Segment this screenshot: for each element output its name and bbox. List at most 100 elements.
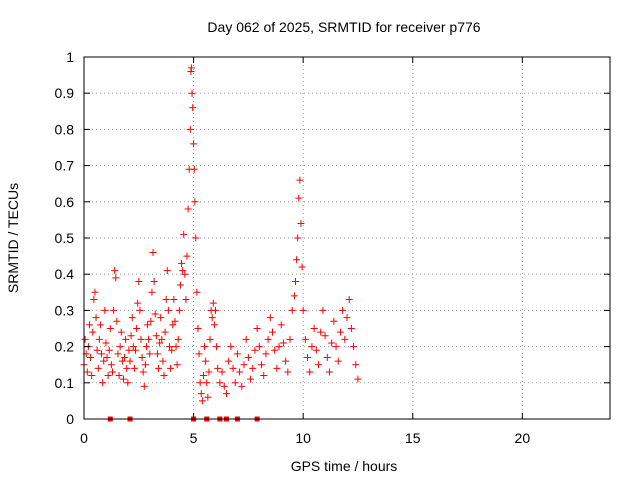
data-point (169, 321, 177, 329)
data-point (168, 346, 176, 354)
data-point (295, 194, 303, 202)
data-point (127, 332, 135, 340)
data-point (133, 325, 141, 332)
y-axis-label: SRMTID / TECUs (5, 183, 21, 293)
data-point (151, 310, 159, 318)
data-points (80, 64, 362, 422)
data-point (95, 335, 103, 343)
data-point (159, 357, 167, 365)
data-point (222, 390, 230, 398)
data-point (101, 306, 109, 314)
data-point (220, 382, 228, 390)
data-point (122, 335, 130, 343)
data-point (350, 343, 358, 351)
data-point (105, 346, 113, 354)
data-point (282, 357, 290, 365)
data-point (334, 357, 342, 365)
data-point (238, 382, 246, 390)
data-point (98, 350, 106, 358)
data-point (170, 296, 178, 304)
data-point (299, 306, 307, 314)
data-point (209, 299, 217, 307)
data-point (153, 350, 161, 358)
data-point (124, 379, 132, 387)
data-point (83, 368, 91, 376)
data-point (132, 346, 140, 354)
data-point (104, 372, 112, 380)
data-point (171, 317, 179, 325)
data-point (163, 267, 171, 275)
data-point (317, 328, 325, 336)
data-point (111, 267, 119, 275)
data-point (90, 296, 98, 304)
data-point (210, 321, 218, 329)
data-point (229, 364, 237, 372)
data-point (204, 393, 212, 401)
data-point (96, 321, 104, 329)
data-point (113, 317, 121, 325)
data-point (172, 343, 180, 351)
y-tick-label: 0.2 (55, 339, 75, 355)
data-point (147, 317, 155, 325)
data-point (294, 234, 302, 242)
data-point (195, 350, 203, 358)
data-point (301, 335, 309, 343)
data-point (291, 277, 299, 285)
data-point (129, 343, 137, 351)
data-point (205, 368, 213, 376)
y-tick-label: 0.3 (55, 302, 75, 318)
data-point (183, 252, 191, 260)
data-point (192, 234, 200, 242)
data-point (249, 364, 257, 372)
data-point (114, 350, 122, 358)
data-point (144, 321, 152, 329)
data-point (347, 325, 355, 332)
data-point (202, 357, 210, 365)
data-point (312, 346, 320, 354)
x-tick-label: 10 (295, 430, 311, 446)
data-point (139, 368, 147, 376)
data-point (266, 314, 274, 322)
data-point (343, 314, 351, 322)
data-point (125, 346, 133, 354)
data-point (103, 353, 111, 361)
data-point (332, 343, 340, 351)
data-point (157, 314, 165, 322)
data-point (319, 306, 327, 314)
data-point (107, 361, 115, 369)
data-point (296, 176, 304, 184)
data-point (158, 335, 166, 343)
data-point (93, 346, 101, 354)
x-tick-label: 0 (80, 430, 88, 446)
y-tick-label: 0.8 (55, 121, 75, 137)
data-point (288, 306, 296, 314)
data-point (258, 361, 266, 369)
data-point (325, 368, 333, 376)
data-point (189, 104, 197, 112)
data-point (260, 372, 268, 380)
data-point (116, 343, 124, 351)
data-point (165, 343, 173, 351)
data-point (323, 353, 331, 361)
data-point (187, 64, 195, 72)
data-point (102, 339, 110, 347)
grid-lines (84, 57, 610, 419)
data-point (345, 296, 353, 304)
data-point (253, 325, 261, 332)
data-point (336, 328, 344, 336)
data-point (94, 364, 102, 372)
data-point (255, 343, 263, 351)
data-point (162, 296, 170, 304)
data-point (128, 314, 136, 322)
data-point (161, 328, 169, 336)
data-point (199, 372, 207, 380)
data-point (188, 89, 196, 97)
y-tick-label: 0.5 (55, 230, 75, 246)
data-point (88, 372, 96, 380)
data-point (286, 335, 294, 343)
data-point (130, 364, 138, 372)
data-point (121, 353, 129, 361)
y-tick-label: 0.7 (55, 158, 75, 174)
data-point (213, 343, 221, 351)
